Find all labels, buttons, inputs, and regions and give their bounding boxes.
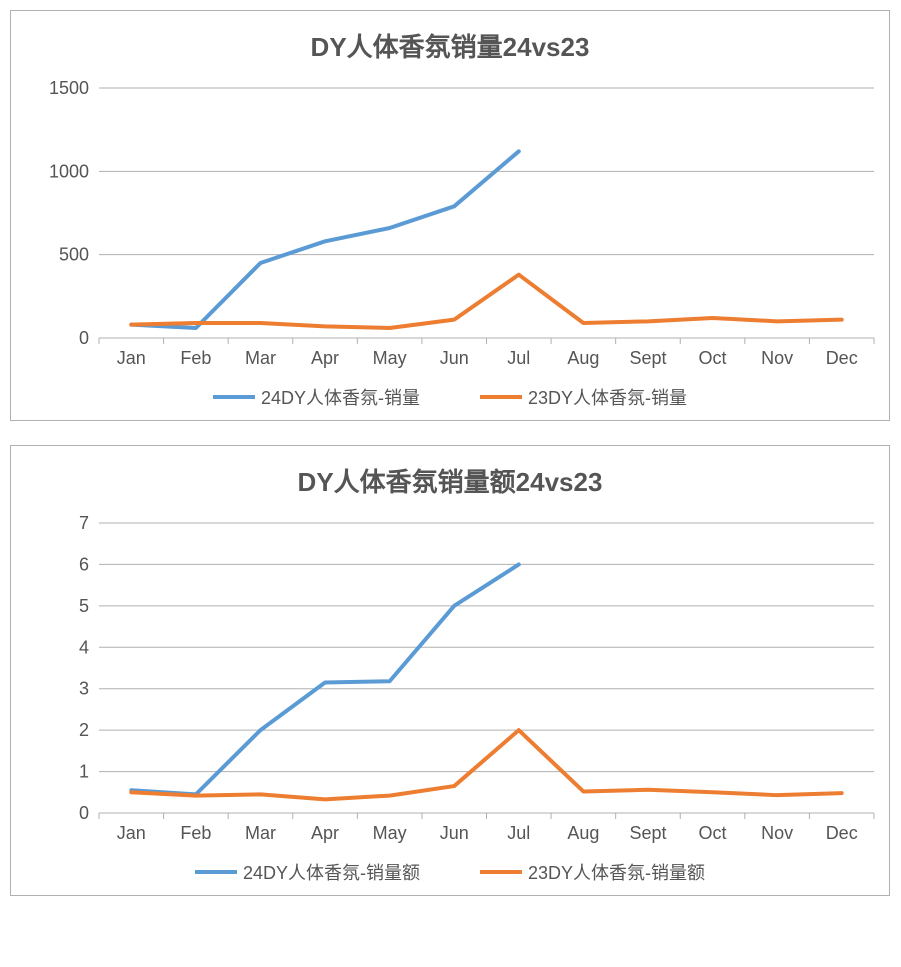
svg-text:Sept: Sept bbox=[629, 823, 666, 843]
svg-text:Mar: Mar bbox=[245, 348, 276, 368]
legend-item-series-1: 23DY人体香氛-销量 bbox=[480, 384, 687, 410]
chart-1-legend: 24DY人体香氛-销量 23DY人体香氛-销量 bbox=[29, 384, 871, 410]
svg-text:Aug: Aug bbox=[567, 823, 599, 843]
chart-1-title: DY人体香氛销量24vs23 bbox=[29, 27, 871, 64]
legend-swatch-0b bbox=[195, 870, 237, 874]
legend-label-0b: 24DY人体香氛-销量额 bbox=[243, 859, 420, 885]
svg-text:Apr: Apr bbox=[311, 348, 339, 368]
legend-label-1b: 23DY人体香氛-销量额 bbox=[528, 859, 705, 885]
chart-2-plot: 0 1 2 3 4 5 6 7 Jan Feb Mar Apr May Jun Jul Aug Sept Oct N… bbox=[29, 513, 871, 853]
legend-swatch-0 bbox=[213, 395, 255, 399]
svg-text:Feb: Feb bbox=[180, 823, 211, 843]
svg-text:7: 7 bbox=[79, 513, 89, 533]
svg-text:Aug: Aug bbox=[567, 348, 599, 368]
svg-text:May: May bbox=[373, 348, 407, 368]
svg-text:1000: 1000 bbox=[49, 161, 89, 181]
svg-text:500: 500 bbox=[59, 245, 89, 265]
svg-text:3: 3 bbox=[79, 679, 89, 699]
chart-2-container: DY人体香氛销量额24vs23 0 1 2 3 4 5 6 7 Jan Feb Mar Apr May J… bbox=[10, 445, 890, 896]
svg-text:Feb: Feb bbox=[180, 348, 211, 368]
svg-text:4: 4 bbox=[79, 637, 89, 657]
chart-1-plot: 0 500 1000 1500 Jan Feb Mar Apr May Jun Jul Aug Sept… bbox=[29, 78, 871, 378]
legend-label-1: 23DY人体香氛-销量 bbox=[528, 384, 687, 410]
chart-2-svg: 0 1 2 3 4 5 6 7 Jan Feb Mar Apr May Jun Jul Aug Sept Oct N… bbox=[29, 513, 889, 853]
chart-1-svg: 0 500 1000 1500 Jan Feb Mar Apr May Jun Jul Aug Sept… bbox=[29, 78, 889, 378]
legend-swatch-1 bbox=[480, 395, 522, 399]
svg-text:Jun: Jun bbox=[440, 348, 469, 368]
svg-text:Oct: Oct bbox=[699, 823, 727, 843]
svg-text:Nov: Nov bbox=[761, 823, 793, 843]
chart-2-legend: 24DY人体香氛-销量额 23DY人体香氛-销量额 bbox=[29, 859, 871, 885]
svg-text:Nov: Nov bbox=[761, 348, 793, 368]
svg-text:0: 0 bbox=[79, 328, 89, 348]
svg-text:2: 2 bbox=[79, 720, 89, 740]
chart-2-title: DY人体香氛销量额24vs23 bbox=[29, 462, 871, 499]
legend-item-series-0: 24DY人体香氛-销量额 bbox=[195, 859, 420, 885]
legend-item-series-0: 24DY人体香氛-销量 bbox=[213, 384, 420, 410]
legend-label-0: 24DY人体香氛-销量 bbox=[261, 384, 420, 410]
legend-item-series-1: 23DY人体香氛-销量额 bbox=[480, 859, 705, 885]
legend-swatch-1b bbox=[480, 870, 522, 874]
svg-text:0: 0 bbox=[79, 803, 89, 823]
svg-text:Jun: Jun bbox=[440, 823, 469, 843]
svg-text:Dec: Dec bbox=[826, 823, 858, 843]
svg-text:Sept: Sept bbox=[629, 348, 666, 368]
svg-text:Jan: Jan bbox=[117, 348, 146, 368]
svg-text:Dec: Dec bbox=[826, 348, 858, 368]
svg-text:Oct: Oct bbox=[699, 348, 727, 368]
svg-text:Jul: Jul bbox=[507, 823, 530, 843]
svg-text:1500: 1500 bbox=[49, 78, 89, 98]
svg-text:Jan: Jan bbox=[117, 823, 146, 843]
svg-text:5: 5 bbox=[79, 596, 89, 616]
svg-text:1: 1 bbox=[79, 762, 89, 782]
svg-text:Apr: Apr bbox=[311, 823, 339, 843]
svg-text:May: May bbox=[373, 823, 407, 843]
svg-text:Jul: Jul bbox=[507, 348, 530, 368]
svg-text:6: 6 bbox=[79, 554, 89, 574]
chart-1-container: DY人体香氛销量24vs23 0 500 1000 1500 Jan Feb Mar Apr M… bbox=[10, 10, 890, 421]
svg-text:Mar: Mar bbox=[245, 823, 276, 843]
